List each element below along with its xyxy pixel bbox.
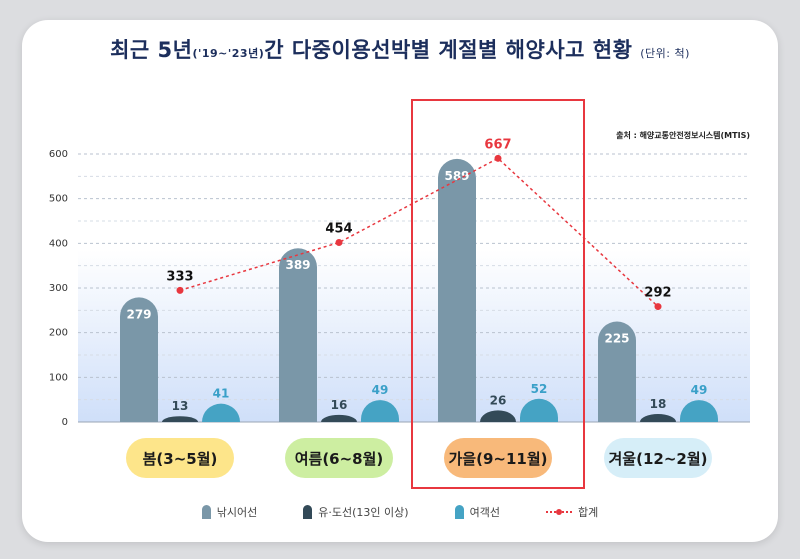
y-tick-label: 600 xyxy=(49,149,68,160)
title-main-1: 최근 5년 xyxy=(110,38,193,62)
bar-value-label: 589 xyxy=(444,169,469,183)
category-label: 봄(3~5월) xyxy=(143,450,218,468)
bar-value-label: 52 xyxy=(531,382,548,396)
bar xyxy=(640,413,676,422)
y-tick-label: 200 xyxy=(49,328,68,339)
title-period: ('19~'23년) xyxy=(192,47,265,60)
y-tick-label: 300 xyxy=(49,283,68,294)
category-pill xyxy=(604,438,712,478)
legend-line-swatch xyxy=(545,508,572,516)
bar-value-label: 26 xyxy=(490,393,507,407)
legend-item: 낚시어선 xyxy=(201,504,258,520)
legend-swatch xyxy=(303,505,313,519)
bar xyxy=(202,403,241,422)
title-unit: (단위: 척) xyxy=(640,47,690,60)
plot-background xyxy=(78,250,750,422)
bar-value-label: 49 xyxy=(691,383,708,397)
y-tick-label: 400 xyxy=(49,238,68,249)
total-line: 333 454 667 292 xyxy=(166,137,672,311)
bar xyxy=(279,248,317,422)
bar-value-label: 41 xyxy=(213,387,230,401)
y-tick-label: 100 xyxy=(49,372,68,383)
category-label: 여름(6~8월) xyxy=(295,450,384,468)
total-value-label: 333 xyxy=(166,269,193,284)
total-value-label: 667 xyxy=(484,137,511,152)
bar-value-label: 16 xyxy=(331,398,348,412)
legend-label: 낚시어선 xyxy=(216,506,258,519)
bar-value-label: 13 xyxy=(172,399,189,413)
legend-item: 합계 xyxy=(545,504,599,520)
bar xyxy=(162,416,198,422)
bar xyxy=(480,410,516,422)
legend-item: 여객선 xyxy=(454,504,500,520)
category-label: 가을(9~11월) xyxy=(449,450,548,468)
bar xyxy=(361,400,399,422)
total-value-label: 292 xyxy=(644,286,671,301)
total-value-label: 454 xyxy=(325,222,352,237)
legend-item: 유·도선(13인 이상) xyxy=(303,504,409,520)
bar xyxy=(520,398,558,422)
bar xyxy=(438,158,476,422)
total-point xyxy=(176,286,184,294)
legend-label: 합계 xyxy=(577,506,599,519)
bars: 279 389 589 225 13 16 26 18 41 49 52 49 xyxy=(120,158,718,422)
category-pill xyxy=(444,438,552,478)
gridlines xyxy=(78,153,750,423)
bar xyxy=(120,297,158,422)
bar xyxy=(598,321,636,422)
legend: 낚시어선 유·도선(13인 이상) 여객선 합계 xyxy=(0,504,800,520)
legend-swatch xyxy=(454,505,464,519)
source-note: 출처 : 해양교통안전정보시스템(MTIS) xyxy=(616,131,750,140)
bar-value-label: 225 xyxy=(604,332,629,346)
y-axis-ticks: 0 100 200 300 400 500 600 xyxy=(49,149,68,428)
bar-value-label: 389 xyxy=(285,258,310,272)
legend-swatch xyxy=(201,505,211,519)
bar-value-label: 49 xyxy=(372,383,389,397)
category-label: 겨울(12~2월) xyxy=(609,450,708,468)
y-tick-label: 500 xyxy=(49,194,68,205)
total-point xyxy=(654,303,662,311)
category-pill xyxy=(285,438,393,478)
legend-label: 여객선 xyxy=(469,506,500,519)
total-point xyxy=(494,154,502,162)
bar xyxy=(680,400,718,422)
bar-value-label: 279 xyxy=(126,307,151,321)
category-labels: 봄(3~5월) 여름(6~8월) 가을(9~11월) 겨울(12~2월) xyxy=(126,438,712,478)
y-tick-label: 0 xyxy=(62,417,68,428)
title-main-2: 간 다중이용선박별 계절별 해양사고 현황 xyxy=(264,38,633,62)
bar-value-label: 18 xyxy=(650,397,667,411)
bar xyxy=(321,414,357,422)
category-pill xyxy=(126,438,234,478)
total-point xyxy=(335,239,343,247)
highlight-box xyxy=(411,99,585,489)
legend-label: 유·도선(13인 이상) xyxy=(318,506,409,519)
chart-title: 최근 5년('19~'23년)간 다중이용선박별 계절별 해양사고 현황 (단위… xyxy=(0,34,800,64)
